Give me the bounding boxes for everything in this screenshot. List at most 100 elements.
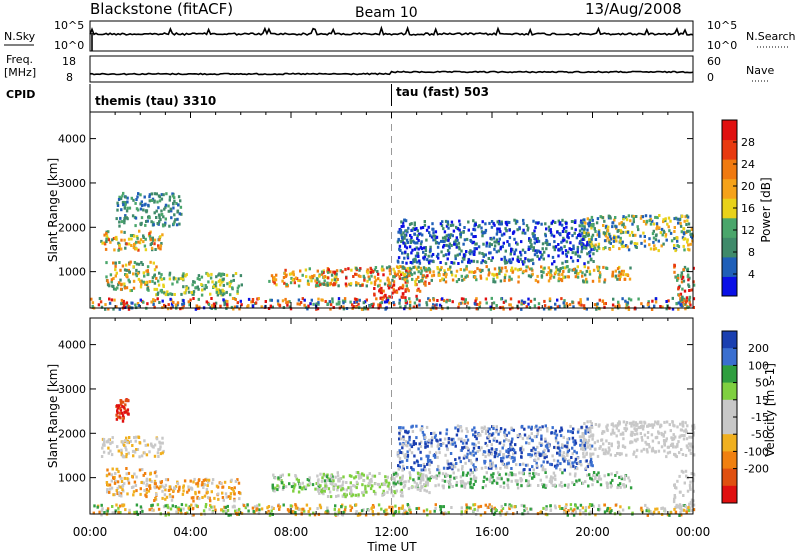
velocity-cell <box>442 505 445 509</box>
velocity-cell <box>579 439 583 443</box>
power-cell <box>455 243 458 247</box>
velocity-cell <box>518 463 522 467</box>
power-cell <box>530 267 533 271</box>
power-cell <box>213 305 216 308</box>
power-cell <box>196 285 199 289</box>
power-cell <box>317 297 320 301</box>
power-cell <box>645 220 649 224</box>
power-cell <box>392 280 396 284</box>
power-cell <box>642 231 645 235</box>
power-cell <box>122 304 126 308</box>
power-cell <box>430 278 433 282</box>
power-cell <box>459 233 462 237</box>
power-cell <box>576 265 579 269</box>
power-cell <box>579 300 582 304</box>
power-cell <box>457 262 460 265</box>
power-cell <box>520 302 523 306</box>
velocity-cell <box>177 489 180 493</box>
velocity-cell <box>485 471 488 475</box>
velocity-cell <box>278 507 281 511</box>
power-cell <box>516 268 520 272</box>
velocity-cell <box>184 503 188 507</box>
power-cell <box>357 274 361 278</box>
velocity-cell <box>453 441 457 445</box>
velocity-cell <box>507 448 510 452</box>
velocity-cell <box>237 511 240 514</box>
velocity-cell <box>606 486 609 489</box>
power-cell <box>490 237 493 241</box>
velocity-cell <box>666 451 670 455</box>
power-cell <box>137 262 141 266</box>
velocity-cell <box>465 455 468 459</box>
power-cell <box>465 274 469 278</box>
velocity-cell <box>151 508 154 512</box>
velocity-cell <box>326 495 330 498</box>
velocity-cell <box>417 464 420 467</box>
power-cell <box>583 227 586 231</box>
power-cell <box>117 283 120 287</box>
velocity-cell <box>567 485 570 489</box>
power-cell <box>545 238 548 242</box>
velocity-cell <box>433 435 437 439</box>
power-cell <box>548 242 551 246</box>
velocity-cell <box>336 488 339 492</box>
velocity-cell <box>635 428 638 432</box>
velocity-y-tick-label: 3000 <box>58 383 86 396</box>
power-cell <box>405 275 408 279</box>
velocity-cell <box>419 479 423 483</box>
power-cell <box>661 233 664 237</box>
power-cell <box>417 247 420 251</box>
power-cell <box>425 301 428 305</box>
power-cell <box>397 287 401 291</box>
velocity-cell <box>135 503 139 507</box>
velocity-cell <box>121 440 124 444</box>
power-cell <box>397 230 400 234</box>
velocity-cell <box>618 475 621 479</box>
velocity-cell <box>447 480 450 484</box>
power-cell <box>608 234 612 238</box>
power-cell <box>153 305 156 309</box>
power-cell <box>614 274 617 278</box>
velocity-cell <box>237 491 241 494</box>
velocity-cell <box>474 430 477 434</box>
power-cell <box>450 233 453 237</box>
power-cell <box>652 247 656 251</box>
power-cell <box>105 275 108 279</box>
power-cell <box>686 240 689 244</box>
velocity-cell <box>662 433 665 437</box>
power-cell <box>669 219 672 223</box>
power-cell <box>542 307 546 311</box>
power-cell <box>425 238 428 242</box>
velocity-cell <box>480 426 483 430</box>
velocity-cell <box>450 506 453 509</box>
velocity-cell <box>325 484 329 488</box>
velocity-cell <box>625 427 629 431</box>
power-cell <box>635 215 638 218</box>
power-cell <box>565 260 569 263</box>
velocity-cell <box>133 436 136 439</box>
power-cell <box>143 195 146 199</box>
power-cell <box>644 222 648 226</box>
velocity-cell <box>120 411 124 415</box>
velocity-cell <box>650 433 654 437</box>
power-cell <box>447 267 450 271</box>
power-cell <box>447 244 450 248</box>
velocity-cell <box>530 432 533 436</box>
power-cell <box>417 275 420 279</box>
power-cell <box>578 303 581 307</box>
velocity-cell <box>135 510 138 514</box>
velocity-cell <box>609 481 612 485</box>
velocity-cell <box>548 444 551 448</box>
power-cell <box>321 298 324 302</box>
power-cell <box>684 215 687 219</box>
velocity-cell <box>195 504 199 508</box>
power-cell <box>207 280 210 284</box>
velocity-cell <box>622 483 625 487</box>
power-cell <box>542 270 545 274</box>
velocity-cell <box>162 505 166 509</box>
power-cell <box>298 279 302 283</box>
velocity-cell <box>463 485 467 489</box>
power-cell <box>422 250 425 254</box>
power-cell <box>543 266 546 270</box>
velocity-cell <box>692 423 696 427</box>
